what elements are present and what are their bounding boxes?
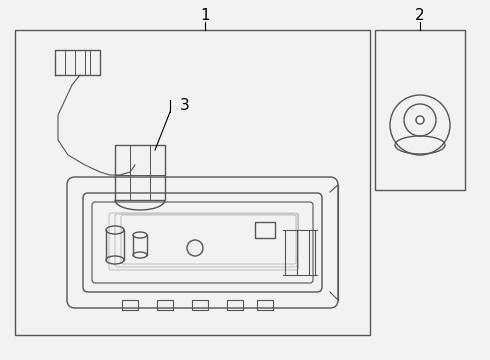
Text: 3: 3 <box>180 98 190 112</box>
Text: 1: 1 <box>200 8 210 23</box>
Text: 2: 2 <box>415 8 425 23</box>
Circle shape <box>416 116 424 124</box>
